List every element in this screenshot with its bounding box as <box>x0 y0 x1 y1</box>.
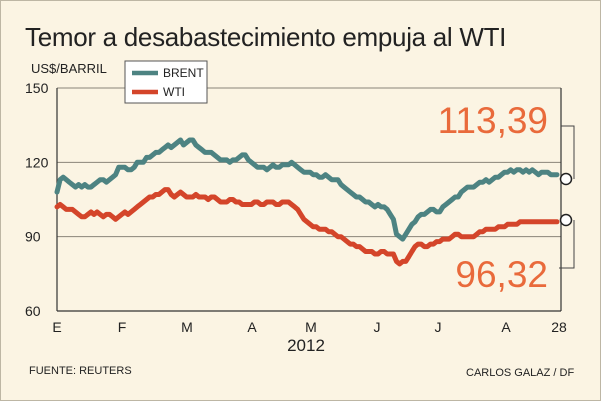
axes: 60 90 120 150 E F M A M J J A 28 2012 <box>25 80 567 355</box>
wti-value-label: 96,32 <box>455 254 548 295</box>
y-tick-label: 90 <box>25 229 41 245</box>
brent-value-label: 113,39 <box>438 100 548 141</box>
brent-end-marker <box>559 172 573 186</box>
y-axis-unit: US$/BARRIL <box>31 61 107 76</box>
x-tick-label: 28 <box>551 319 567 335</box>
x-tick-label: M <box>181 319 193 335</box>
x-tick-label: E <box>52 319 61 335</box>
legend: BRENT WTI <box>124 60 208 104</box>
annotations: 113,39 96,32 <box>438 100 575 295</box>
x-axis-label: 2012 <box>287 336 325 355</box>
legend-box <box>124 60 208 104</box>
x-tick-label: M <box>305 319 317 335</box>
chart-title: Temor a desabastecimiento empuja al WTI <box>25 22 507 52</box>
series-line-wti <box>54 187 560 267</box>
series-lines <box>54 137 560 267</box>
series-line-brent <box>54 137 560 242</box>
y-tick-label: 60 <box>25 303 41 319</box>
brent-callout-line <box>561 125 575 179</box>
x-tick-label: A <box>247 319 257 335</box>
wti-end-marker <box>559 213 573 227</box>
x-tick-label: J <box>435 319 442 335</box>
legend-label-brent: BRENT <box>163 66 204 80</box>
legend-label-wti: WTI <box>163 85 185 99</box>
x-tick-label: J <box>374 319 381 335</box>
source-note: FUENTE: REUTERS <box>29 365 132 377</box>
wti-callout-line <box>559 220 575 269</box>
x-tick-label: A <box>501 319 511 335</box>
y-tick-label: 120 <box>25 154 49 170</box>
author-credit: CARLOS GALAZ / DF <box>466 367 575 379</box>
y-tick-label: 150 <box>25 80 49 96</box>
x-tick-label: F <box>118 319 127 335</box>
